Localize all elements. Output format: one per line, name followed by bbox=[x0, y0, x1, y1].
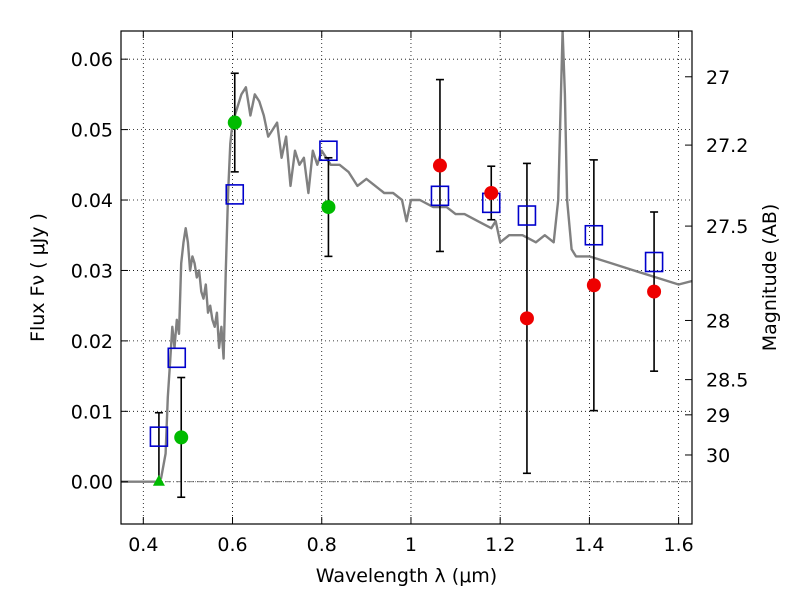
x-tick-label: 0.6 bbox=[217, 534, 247, 556]
model-photometry-point bbox=[584, 224, 604, 246]
model-photometry-point bbox=[430, 185, 450, 207]
y-tick-label: 0.01 bbox=[71, 401, 113, 423]
data-markers bbox=[149, 115, 664, 486]
model-photometry-point bbox=[167, 347, 187, 369]
model-photometry-point bbox=[644, 251, 664, 273]
axis-ticks: 0.4 0.6 0.8 1 1.2 1.4 1.6 0.00 0.01 0.02 0.03 0.04 0… bbox=[71, 31, 748, 556]
model-sed-line bbox=[121, 31, 692, 483]
y-tick-label: 0.03 bbox=[71, 260, 113, 282]
model-sed-layer bbox=[121, 31, 692, 483]
y-tick-label: 0.05 bbox=[71, 120, 113, 142]
y2-tick-label: 29 bbox=[706, 405, 730, 427]
x-tick-label: 0.8 bbox=[307, 534, 337, 556]
x-axis-label: Wavelength λ (μm) bbox=[316, 565, 497, 587]
observed-point bbox=[484, 185, 499, 200]
y2-tick-label: 30 bbox=[706, 445, 730, 467]
observed-point bbox=[321, 200, 336, 215]
x-tick-label: 1.6 bbox=[664, 534, 694, 556]
y2-tick-label: 27.5 bbox=[706, 216, 748, 238]
y2-tick-label: 28 bbox=[706, 310, 730, 332]
model-photometry-point bbox=[517, 205, 537, 226]
x-tick-label: 1 bbox=[405, 534, 417, 556]
observed-point bbox=[647, 284, 662, 299]
plot-frame bbox=[120, 30, 693, 525]
y-tick-label: 0.04 bbox=[71, 190, 113, 212]
model-photometry-point bbox=[319, 140, 338, 162]
model-photometry-point bbox=[225, 184, 245, 205]
observed-point bbox=[432, 158, 447, 173]
x-tick-label: 1.4 bbox=[574, 534, 604, 556]
observed-point bbox=[519, 311, 534, 326]
y2-tick-label: 27.2 bbox=[706, 135, 748, 157]
observed-point bbox=[227, 115, 242, 130]
x-tick-label: 1.2 bbox=[485, 534, 515, 556]
y-tick-label: 0.06 bbox=[71, 49, 113, 71]
x-tick-label: 0.4 bbox=[128, 534, 158, 556]
y-axis-label: Flux Fν ( μJy ) bbox=[27, 213, 49, 342]
y2-axis-label: Magnitude (AB) bbox=[759, 204, 781, 352]
y2-tick-label: 27 bbox=[706, 67, 730, 89]
y-tick-label: 0.00 bbox=[71, 472, 113, 494]
observed-point bbox=[586, 278, 601, 293]
y2-tick-label: 28.5 bbox=[706, 370, 748, 392]
y-tick-label: 0.02 bbox=[71, 331, 113, 353]
observed-point bbox=[174, 430, 189, 445]
model-photometry-point bbox=[149, 426, 169, 447]
upper-limit-marker bbox=[152, 474, 165, 486]
